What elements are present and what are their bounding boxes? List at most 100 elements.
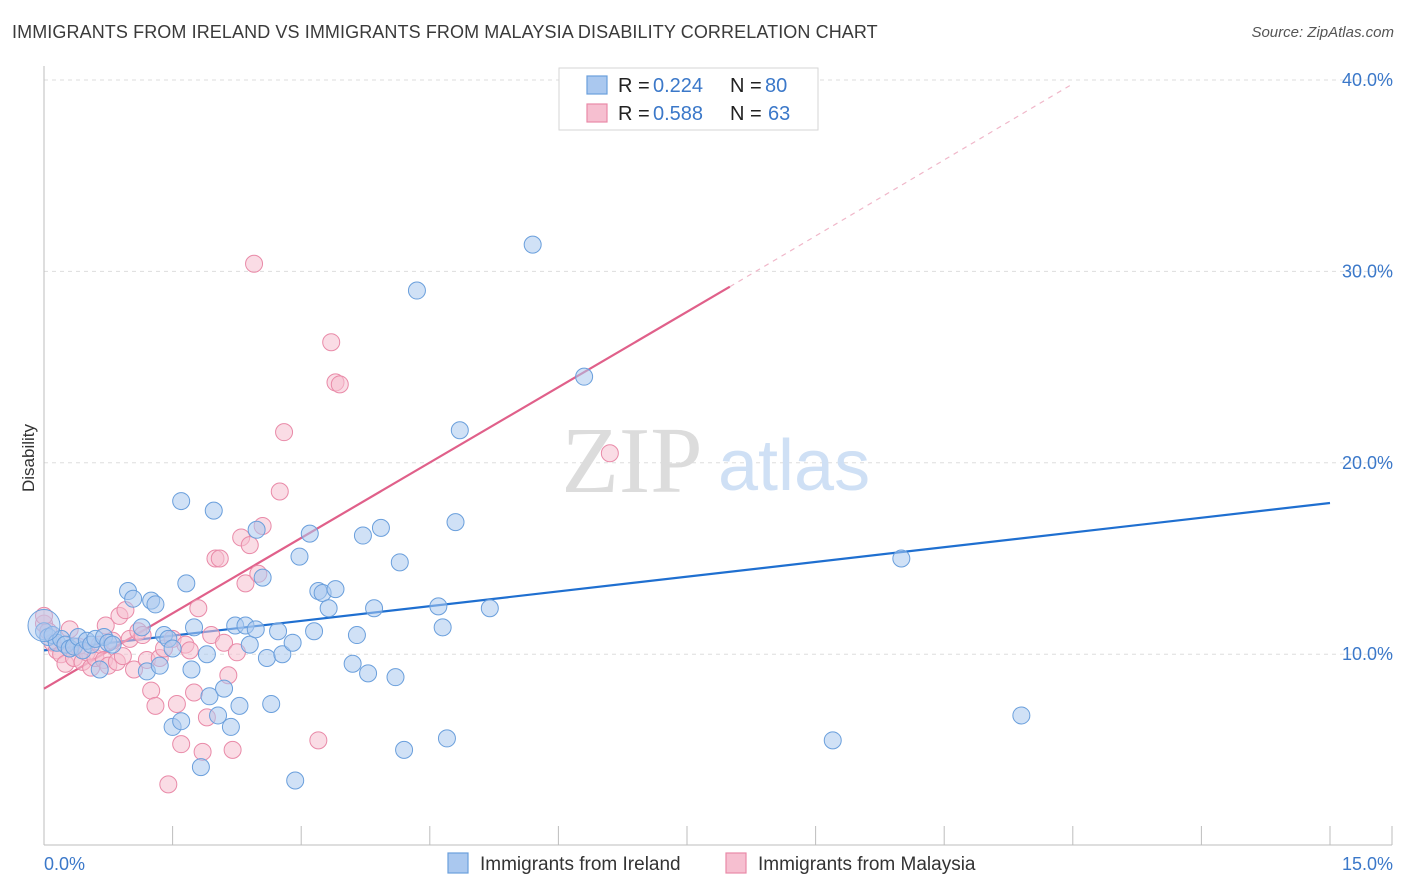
tick-labels: 10.0% 20.0% 30.0% 40.0% 0.0% 15.0% (44, 70, 1393, 874)
bottom-legend-label-ireland: Immigrants from Ireland (480, 854, 681, 875)
trend-line-malaysia (43, 285, 731, 690)
data-point-ireland (353, 526, 372, 545)
trend-lines (43, 83, 1331, 690)
data-point-malaysia (189, 599, 208, 618)
legend-r-label-malaysia: R = (618, 103, 650, 125)
data-point-ireland (230, 696, 249, 715)
data-point-ireland (273, 645, 292, 664)
legend-n-value-ireland: 80 (765, 75, 787, 97)
data-point-ireland (191, 758, 210, 777)
data-point-malaysia (146, 696, 165, 715)
y-tick-label: 10.0% (1342, 644, 1393, 664)
data-point-ireland (347, 626, 366, 645)
legend-r-label-ireland: R = (618, 75, 650, 97)
data-point-ireland (90, 660, 109, 679)
data-point-malaysia (172, 735, 191, 754)
data-point-ireland (437, 729, 456, 748)
data-point-malaysia (270, 482, 289, 501)
data-point-malaysia (240, 536, 259, 555)
data-point-ireland (359, 664, 378, 683)
legend-r-value-malaysia: 0.588 (653, 103, 703, 125)
data-point-ireland (246, 620, 265, 639)
data-point-ireland (450, 421, 469, 440)
data-point-malaysia (142, 681, 161, 700)
stats-legend: R = 0.224 N = 80 R = 0.588 N = 63 (558, 67, 819, 131)
data-point-ireland (523, 235, 542, 254)
y-tick-label: 30.0% (1342, 261, 1393, 281)
data-point-ireland (343, 654, 362, 673)
bottom-legend-swatch-ireland (447, 852, 469, 874)
data-point-ireland (221, 717, 240, 736)
data-point-ireland (172, 492, 191, 511)
data-point-ireland (365, 599, 384, 618)
data-point-malaysia (193, 742, 212, 761)
data-point-ireland (433, 618, 452, 637)
legend-r-value-ireland: 0.224 (653, 75, 703, 97)
data-point-ireland (150, 656, 169, 675)
data-point-ireland (262, 694, 281, 713)
bottom-legend-swatch-malaysia (725, 852, 747, 874)
data-point-ireland (269, 622, 288, 641)
trend-line-malaysia-extension (729, 83, 1074, 288)
data-point-ireland (257, 649, 276, 668)
data-point-malaysia (309, 731, 328, 750)
data-point-ireland (204, 501, 223, 520)
data-point-ireland (197, 645, 216, 664)
data-point-ireland (390, 553, 409, 572)
data-point-ireland (286, 771, 305, 790)
data-point-ireland (823, 731, 842, 750)
y-tick-label: 40.0% (1342, 70, 1393, 90)
data-point-ireland (209, 706, 228, 725)
data-point-ireland (371, 518, 390, 537)
watermark: ZIP atlas (562, 409, 871, 513)
bottom-legend: Immigrants from Ireland Immigrants from … (447, 852, 976, 875)
legend-n-value-malaysia: 63 (768, 103, 790, 125)
data-point-ireland (185, 618, 204, 637)
data-point-malaysia (113, 647, 132, 666)
data-point-ireland (182, 660, 201, 679)
data-point-ireland (283, 633, 302, 652)
data-point-ireland (146, 595, 165, 614)
data-point-malaysia (167, 694, 186, 713)
legend-swatch-ireland (586, 75, 608, 95)
chart-title: IMMIGRANTS FROM IRELAND VS IMMIGRANTS FR… (12, 22, 878, 42)
data-point-ireland (429, 597, 448, 616)
bottom-legend-label-malaysia: Immigrants from Malaysia (758, 854, 976, 875)
data-point-ireland (386, 668, 405, 687)
data-point-ireland (132, 618, 151, 637)
y-tick-label: 20.0% (1342, 453, 1393, 473)
legend-swatch-malaysia (586, 103, 608, 123)
data-point-malaysia (245, 254, 264, 273)
data-point-malaysia (210, 549, 229, 568)
data-point-ireland (1012, 706, 1031, 725)
data-point-malaysia (185, 683, 204, 702)
data-point-ireland (253, 568, 272, 587)
data-point-ireland (124, 589, 143, 608)
x-tick-label: 15.0% (1342, 854, 1393, 874)
data-point-ireland-cluster (27, 608, 61, 642)
data-point-ireland (407, 281, 426, 300)
data-point-ireland (305, 622, 324, 641)
x-tick-label: 0.0% (44, 854, 85, 874)
legend-n-label-ireland: N = (730, 75, 762, 97)
data-point-malaysia (180, 641, 199, 660)
data-point-ireland (892, 549, 911, 568)
data-point-ireland (163, 639, 182, 658)
data-point-ireland (177, 574, 196, 593)
data-point-ireland (172, 712, 191, 731)
data-point-ireland (300, 524, 319, 543)
y-axis-label: Disability (19, 423, 38, 492)
data-point-malaysia (322, 333, 341, 352)
data-point-ireland (247, 520, 266, 539)
watermark-atlas: atlas (718, 426, 870, 506)
data-point-ireland (480, 599, 499, 618)
data-point-ireland (290, 547, 309, 566)
axes (43, 66, 1393, 846)
data-point-malaysia (223, 740, 242, 759)
grid-lines (44, 79, 1392, 655)
data-point-ireland (200, 687, 219, 706)
data-point-ireland (240, 635, 259, 654)
data-point-ireland (319, 599, 338, 618)
data-point-ireland (395, 740, 414, 759)
